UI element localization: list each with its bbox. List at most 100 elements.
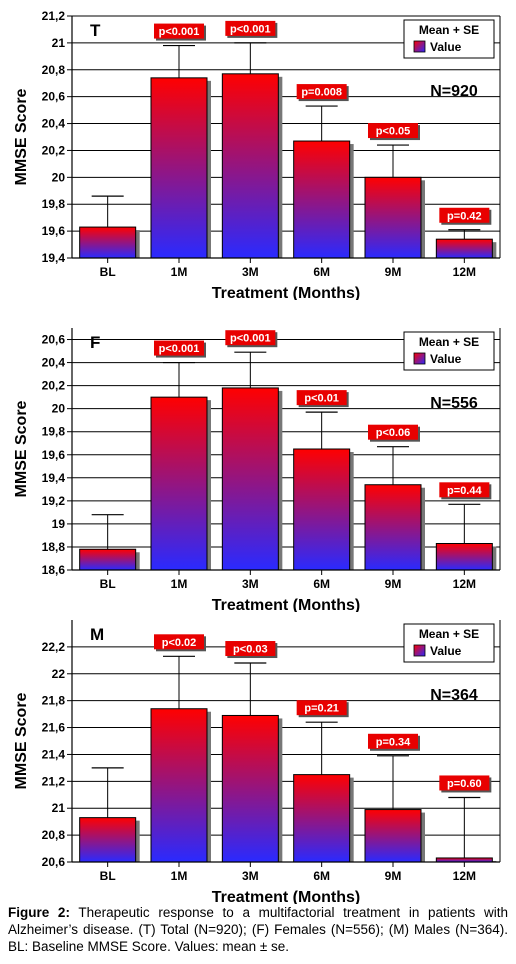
x-tick-label: 6M: [313, 265, 330, 279]
y-axis-title: MMSE Score: [13, 400, 30, 497]
p-label-box: [368, 733, 418, 749]
y-tick-label: 20,2: [42, 379, 66, 393]
bar-1M: [150, 708, 208, 863]
y-tick-label: 21,2: [42, 774, 66, 788]
legend-swatch: [413, 352, 426, 365]
chart-panel-females: 18,6 18,8 19 19,2 19,4 19,6 19,8 20 20,2 20,4 20,6…: [0, 312, 516, 612]
panel-label: T: [90, 21, 101, 40]
y-tick-label: 18,6: [42, 563, 66, 577]
y-axis-title: MMSE Score: [13, 88, 30, 185]
y-tick-label: 20: [52, 402, 66, 416]
p-label-box: [154, 634, 204, 650]
p-label: p<0.06: [376, 427, 411, 439]
y-tick-label: 20,2: [42, 143, 66, 157]
y-tick-label: 21,4: [42, 747, 66, 761]
legend-swatch: [413, 644, 426, 657]
y-tick-label: 19,4: [42, 251, 66, 265]
bar-6M: [293, 448, 351, 571]
p-label: p<0.05: [376, 126, 411, 138]
caption-label: Figure 2:: [8, 905, 70, 920]
y-tick-label: 20,6: [42, 90, 66, 104]
legend-entry: Value: [430, 40, 462, 54]
y-tick-label: 21: [52, 36, 66, 50]
x-tick-label: 6M: [313, 869, 330, 883]
p-label: p=0.21: [304, 703, 339, 715]
panel-label: F: [90, 333, 100, 352]
bar-1M: [150, 77, 208, 259]
p-label-box: [439, 482, 490, 498]
legend-title: Mean + SE: [419, 23, 479, 37]
bar-9M: [364, 176, 422, 259]
bar-3M: [221, 73, 279, 259]
bar-12M: [435, 542, 493, 571]
y-axis-title: MMSE Score: [13, 692, 30, 789]
x-tick-label: 9M: [385, 265, 402, 279]
y-tick-label: 19,8: [42, 197, 66, 211]
y-tick-label: 20,8: [42, 63, 66, 77]
p-label: p<0.01: [304, 393, 339, 405]
bar-3M: [221, 387, 279, 571]
y-tick-label: 21,6: [42, 721, 66, 735]
x-tick-label: 3M: [242, 265, 259, 279]
x-tick-label: 9M: [385, 577, 402, 591]
y-tick-label: 20,8: [42, 828, 66, 842]
y-tick-label: 22,2: [42, 640, 66, 654]
x-tick-label: 1M: [171, 265, 188, 279]
bar-9M: [364, 484, 422, 571]
bar-1M: [150, 396, 208, 571]
p-label-box: [296, 84, 347, 100]
p-label-box: [296, 700, 347, 716]
p-label: p<0.001: [230, 333, 271, 345]
y-tick-label: 21,2: [42, 9, 66, 23]
p-label-box: [296, 390, 347, 406]
y-tick-label: 18,8: [42, 540, 66, 554]
y-tick-label: 20,4: [42, 356, 66, 370]
bar-6M: [293, 774, 351, 863]
legend-title: Mean + SE: [419, 627, 479, 641]
p-label: p<0.001: [159, 343, 200, 355]
p-label-box: [225, 330, 276, 346]
n-label: N=556: [430, 395, 478, 412]
legend-entry: Value: [430, 644, 462, 658]
x-tick-label: 1M: [171, 869, 188, 883]
p-label-box: [154, 340, 204, 356]
chart-panel-total: 19,4 19,6 19,8 20 20,2 20,4 20,6 20,8 21 21,2 BL p<…: [0, 0, 516, 300]
n-label: N=920: [430, 83, 478, 100]
x-axis-title: Treatment (Months): [212, 597, 360, 612]
p-label: p<0.001: [230, 23, 271, 35]
bar-6M: [293, 140, 351, 259]
bar-BL: [79, 817, 137, 863]
p-label: p<0.001: [159, 26, 200, 38]
bar-3M: [221, 714, 279, 863]
x-tick-label: 6M: [313, 577, 330, 591]
y-tick-label: 20: [52, 170, 66, 184]
caption-text: Therapeutic response to a multifactorial…: [8, 905, 508, 954]
y-tick-label: 19: [52, 517, 66, 531]
x-tick-label: 9M: [385, 869, 402, 883]
bar-12M: [435, 238, 493, 259]
p-label: p=0.008: [301, 87, 342, 99]
bar-BL: [79, 548, 137, 571]
bar-12M: [435, 857, 493, 863]
p-label: p=0.42: [447, 210, 482, 222]
x-tick-label: BL: [100, 577, 116, 591]
p-label: p<0.02: [162, 637, 197, 649]
y-tick-label: 20,6: [42, 333, 66, 347]
y-tick-label: 22: [52, 667, 66, 681]
x-tick-label: 1M: [171, 577, 188, 591]
x-tick-label: 12M: [453, 869, 476, 883]
y-tick-label: 19,2: [42, 494, 66, 508]
x-tick-label: BL: [100, 869, 116, 883]
p-label-box: [154, 23, 204, 39]
p-label-box: [439, 775, 490, 791]
chart-panel-males: 20,6 20,8 21 21,2 21,4 21,6 21,8 22 22,2 BL p<0.02…: [0, 604, 516, 904]
p-label: p<0.03: [233, 644, 268, 656]
y-tick-label: 20,4: [42, 117, 66, 131]
x-tick-label: 3M: [242, 869, 259, 883]
bar-9M: [364, 809, 422, 863]
x-tick-label: 12M: [453, 265, 476, 279]
x-axis-title: Treatment (Months): [212, 285, 360, 300]
y-tick-label: 19,6: [42, 448, 66, 462]
y-tick-label: 21: [52, 801, 66, 815]
figure-caption: Figure 2: Therapeutic response to a mult…: [8, 904, 508, 955]
